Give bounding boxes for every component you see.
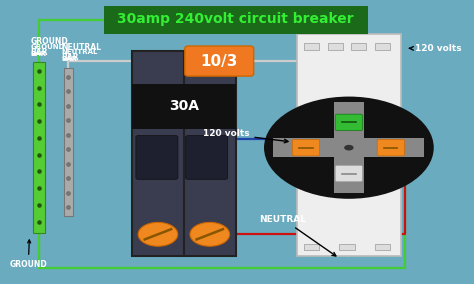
Bar	[132, 51, 236, 256]
Text: GROUND
BAR: GROUND BAR	[31, 37, 68, 57]
Bar	[33, 62, 45, 233]
Bar	[297, 34, 401, 256]
Bar	[304, 244, 319, 250]
Circle shape	[264, 97, 434, 199]
FancyBboxPatch shape	[335, 165, 363, 182]
Bar	[132, 84, 236, 129]
FancyBboxPatch shape	[292, 139, 319, 156]
FancyBboxPatch shape	[185, 46, 254, 76]
Bar	[375, 43, 390, 50]
Text: 30A: 30A	[169, 99, 199, 113]
Bar	[328, 43, 343, 50]
Text: GROUND: GROUND	[9, 240, 47, 269]
Bar	[304, 43, 319, 50]
Bar	[334, 102, 364, 193]
Circle shape	[190, 222, 229, 246]
Text: NEUTRAL
BAR: NEUTRAL BAR	[61, 43, 101, 62]
FancyBboxPatch shape	[377, 139, 404, 156]
Circle shape	[344, 145, 354, 151]
Bar	[351, 43, 366, 50]
Circle shape	[138, 222, 178, 246]
Text: NEUTRAL
BAR: NEUTRAL BAR	[61, 49, 98, 62]
Text: 120 volts: 120 volts	[409, 44, 462, 53]
Text: 120 volts: 120 volts	[203, 129, 288, 143]
Bar	[375, 244, 390, 250]
FancyBboxPatch shape	[335, 114, 363, 131]
Bar	[104, 6, 368, 34]
Bar	[273, 139, 424, 157]
Text: NEUTRAL: NEUTRAL	[259, 214, 336, 256]
FancyBboxPatch shape	[186, 135, 228, 179]
Bar	[64, 68, 73, 216]
Text: 30amp 240volt circuit breaker: 30amp 240volt circuit breaker	[118, 12, 354, 26]
Text: GROUND
BAR: GROUND BAR	[31, 44, 65, 57]
FancyBboxPatch shape	[136, 135, 178, 179]
Text: 10/3: 10/3	[201, 54, 238, 68]
Bar	[339, 244, 355, 250]
